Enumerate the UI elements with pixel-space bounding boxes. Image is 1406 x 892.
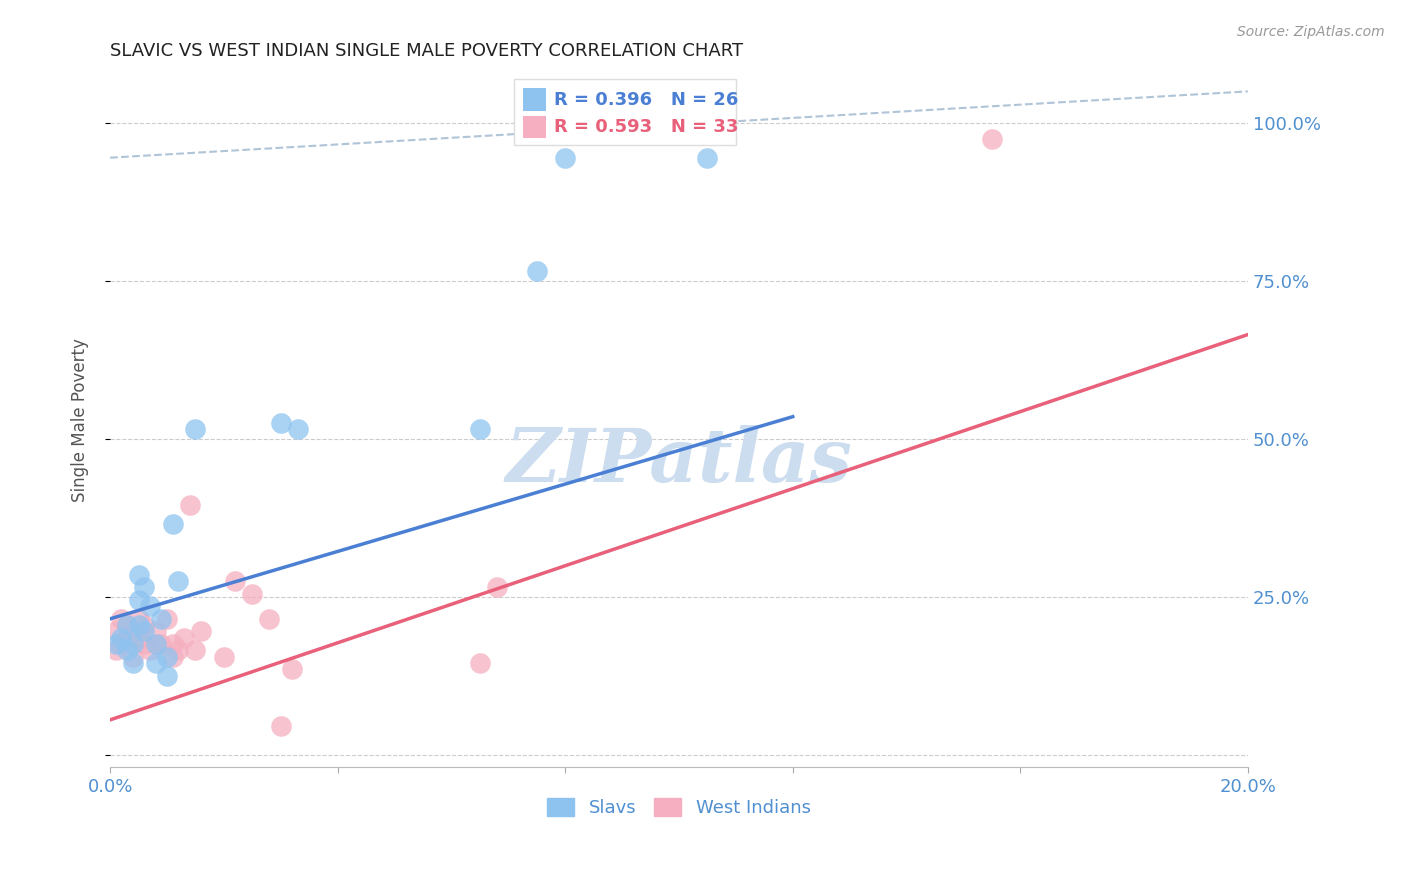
Point — [134, 580, 156, 594]
Point — [145, 637, 167, 651]
Point — [270, 416, 292, 430]
Point — [281, 662, 304, 676]
Point — [145, 624, 167, 639]
Point — [150, 637, 173, 651]
Point — [190, 624, 212, 639]
Point — [179, 498, 201, 512]
Text: Source: ZipAtlas.com: Source: ZipAtlas.com — [1237, 25, 1385, 39]
Point — [128, 592, 150, 607]
Point — [696, 151, 718, 165]
Point — [240, 586, 263, 600]
Point — [104, 643, 127, 657]
Point — [554, 151, 576, 165]
Point — [150, 612, 173, 626]
Point — [139, 599, 162, 614]
Point — [139, 643, 162, 657]
Point — [156, 612, 179, 626]
Point — [526, 264, 548, 278]
Point — [162, 637, 184, 651]
Point — [128, 612, 150, 626]
Text: ZIPatlas: ZIPatlas — [506, 425, 852, 498]
Point — [173, 631, 195, 645]
Point — [212, 649, 235, 664]
Text: SLAVIC VS WEST INDIAN SINGLE MALE POVERTY CORRELATION CHART: SLAVIC VS WEST INDIAN SINGLE MALE POVERT… — [110, 42, 744, 60]
Point — [156, 668, 179, 682]
Point — [134, 624, 156, 639]
Point — [145, 656, 167, 670]
FancyBboxPatch shape — [523, 116, 546, 138]
Point — [104, 624, 127, 639]
Point — [980, 132, 1002, 146]
Point — [110, 631, 132, 645]
Point — [167, 574, 190, 588]
Point — [110, 637, 132, 651]
Point — [287, 422, 309, 436]
Point — [128, 631, 150, 645]
Point — [259, 612, 281, 626]
Point — [121, 624, 143, 639]
Point — [184, 643, 207, 657]
Point — [224, 574, 246, 588]
Point — [121, 656, 143, 670]
Point — [134, 618, 156, 632]
Point — [145, 637, 167, 651]
Point — [115, 631, 138, 645]
Point — [134, 637, 156, 651]
Text: R = 0.593   N = 33: R = 0.593 N = 33 — [554, 119, 738, 136]
Legend: Slavs, West Indians: Slavs, West Indians — [540, 790, 818, 824]
Point — [128, 567, 150, 582]
FancyBboxPatch shape — [523, 88, 546, 111]
Point — [121, 649, 143, 664]
Point — [162, 649, 184, 664]
Point — [104, 637, 127, 651]
Point — [128, 618, 150, 632]
FancyBboxPatch shape — [515, 79, 735, 145]
Point — [115, 643, 138, 657]
Text: R = 0.396   N = 26: R = 0.396 N = 26 — [554, 90, 738, 109]
Point — [115, 618, 138, 632]
Point — [156, 649, 179, 664]
Point — [162, 517, 184, 532]
Point — [115, 618, 138, 632]
Point — [468, 422, 491, 436]
Point — [468, 656, 491, 670]
Point — [167, 643, 190, 657]
Point — [184, 422, 207, 436]
Point — [485, 580, 508, 594]
Point — [110, 612, 132, 626]
Point — [121, 637, 143, 651]
Y-axis label: Single Male Poverty: Single Male Poverty — [72, 338, 89, 502]
Point — [270, 719, 292, 733]
